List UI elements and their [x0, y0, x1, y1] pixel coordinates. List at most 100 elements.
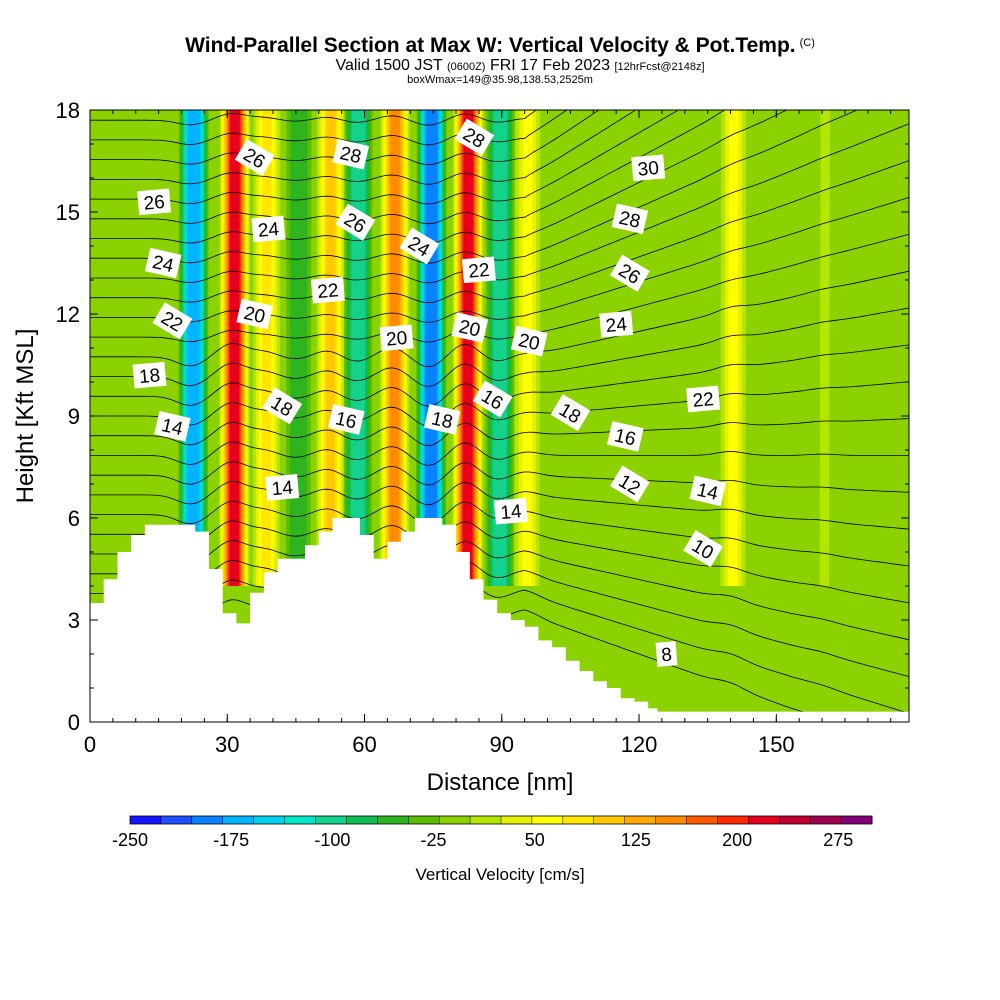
isentrope-label-box: [154, 410, 191, 442]
isentrope-label-text: 22: [468, 260, 491, 283]
isentrope-line: [90, 307, 909, 387]
isentrope-label: 28: [611, 203, 649, 235]
isentrope-label: 30: [631, 154, 666, 182]
colorbar-swatch: [779, 816, 811, 824]
valid-time-line: Valid 1500 JST (0600Z) FRI 17 Feb 2023 […: [40, 58, 1000, 75]
velocity-band: [426, 110, 437, 586]
isentrope-label-box: [251, 215, 286, 243]
colorbar-swatch: [160, 816, 193, 824]
colorbar-tick-label: -100: [314, 830, 350, 850]
isentrope-label-text: 24: [605, 314, 628, 337]
isentrope-label: 22: [310, 276, 345, 304]
isentrope-label-box: [424, 404, 461, 435]
isentrope-label-text: 24: [257, 219, 280, 242]
colorbar-tick-label: 50: [525, 830, 545, 850]
isentrope-line: [90, 540, 909, 641]
terrain-profile: [90, 518, 909, 722]
isentrope-label-box: [327, 404, 365, 435]
ground-base: [90, 711, 909, 722]
chart-title-block: Wind-Parallel Section at Max W: Vertical…: [0, 34, 1000, 86]
isentrope-line: [90, 461, 909, 493]
isentrope-label-text: 14: [271, 477, 294, 500]
isentrope-label-box: [454, 118, 495, 156]
colorbar-swatch: [624, 816, 657, 824]
colorbar-swatch: [191, 816, 224, 824]
isentrope-label-box: [234, 139, 275, 177]
velocity-band: [325, 110, 336, 586]
isentrope-label-text: 14: [500, 501, 523, 524]
velocity-band: [728, 110, 739, 586]
isentrope-line: [90, 110, 600, 166]
isentrope-label-box: [132, 361, 167, 389]
isentrope-label: 24: [144, 247, 182, 279]
isentrope-label: 24: [251, 215, 286, 243]
isentrope-label-box: [611, 203, 649, 235]
isentrope-label-text: 20: [516, 330, 541, 355]
y-tick-label: 12: [56, 302, 80, 327]
isentrope-label-box: [683, 530, 723, 568]
isentrope-label: 14: [265, 474, 300, 501]
isentrope-label-text: 28: [617, 208, 642, 233]
isentrope-label: 28: [332, 138, 370, 170]
isentrope-label: 18: [424, 404, 461, 435]
x-tick-label: 60: [352, 732, 376, 757]
colorbar-title: Vertical Velocity [cm/s]: [415, 865, 584, 884]
colorbar-swatch: [748, 816, 780, 824]
colorbar-swatch: [810, 816, 842, 824]
colorbar-swatch: [655, 816, 687, 824]
isentrope-labels: 2624221814262420181428262216242018282220…: [132, 118, 726, 667]
isentrope-label: 14: [493, 497, 528, 525]
colorbar-swatch: [593, 816, 626, 824]
colorbar: -250 -175 -100 -25 50 125 200 275: [112, 815, 873, 850]
isentrope-label-box: [144, 247, 182, 279]
velocity-band: [188, 110, 199, 586]
valid-date: FRI 17 Feb 2023: [489, 57, 611, 74]
chart-title: Wind-Parallel Section at Max W: Vertical…: [185, 34, 796, 57]
valid-time-utc: (0600Z): [446, 61, 486, 73]
colorbar-swatch: [439, 816, 471, 824]
isentrope-line: [90, 123, 909, 284]
colorbar-swatch: [408, 816, 440, 824]
isentrope-label-box: [510, 325, 548, 357]
isentrope-label: 14: [154, 410, 191, 442]
isentrope-line: [90, 520, 909, 604]
colorbar-swatch: [253, 816, 286, 824]
isentrope-line: [90, 418, 909, 447]
y-tick-label: 6: [68, 506, 80, 531]
isentrope-label-box: [493, 497, 528, 525]
velocity-band: [229, 110, 240, 586]
isentrope-line: [90, 233, 909, 343]
isentrope-label-text: 8: [660, 645, 672, 667]
isentrope-label-box: [332, 138, 370, 170]
colorbar-swatch: [841, 816, 873, 824]
isentrope-label-box: [599, 310, 634, 338]
isentrope-label-box: [310, 276, 345, 304]
isentrope-line: [90, 110, 680, 205]
y-tick-label: 15: [56, 200, 80, 225]
isentrope-label-text: 24: [150, 252, 176, 277]
isentrope-label: 26: [137, 188, 172, 216]
isentrope-label-box: [631, 154, 666, 182]
colorbar-tick-label: 275: [823, 830, 853, 850]
isentrope-label: 20: [451, 312, 489, 343]
colorbar-swatch: [346, 816, 378, 824]
colorbar-swatch: [284, 816, 316, 824]
isentrope-label-box: [335, 203, 376, 241]
x-tick-label: 120: [621, 732, 658, 757]
y-axis-title: Height [Kft MSL]: [12, 329, 39, 504]
velocity-band: [494, 110, 506, 586]
valid-time-prefix: Valid 1500 JST: [335, 57, 443, 74]
chart-title-line: Wind-Parallel Section at Max W: Vertical…: [0, 34, 1000, 58]
velocity-band: [293, 110, 304, 586]
isentrope-label-text: 14: [159, 415, 185, 440]
isentrope-label: 28: [454, 118, 495, 156]
isentrope-label-box: [451, 312, 489, 343]
isentrope-label-box: [137, 188, 172, 216]
forecast-info: [12hrFcst@2148z]: [614, 61, 705, 73]
colorbar-tick-label: 200: [722, 830, 752, 850]
x-tick-label: 90: [490, 732, 514, 757]
isentrope-label-box: [686, 385, 721, 413]
x-tick-label: 0: [84, 732, 96, 757]
isentrope-label-box: [472, 380, 513, 418]
colorbar-swatch: [501, 816, 533, 824]
